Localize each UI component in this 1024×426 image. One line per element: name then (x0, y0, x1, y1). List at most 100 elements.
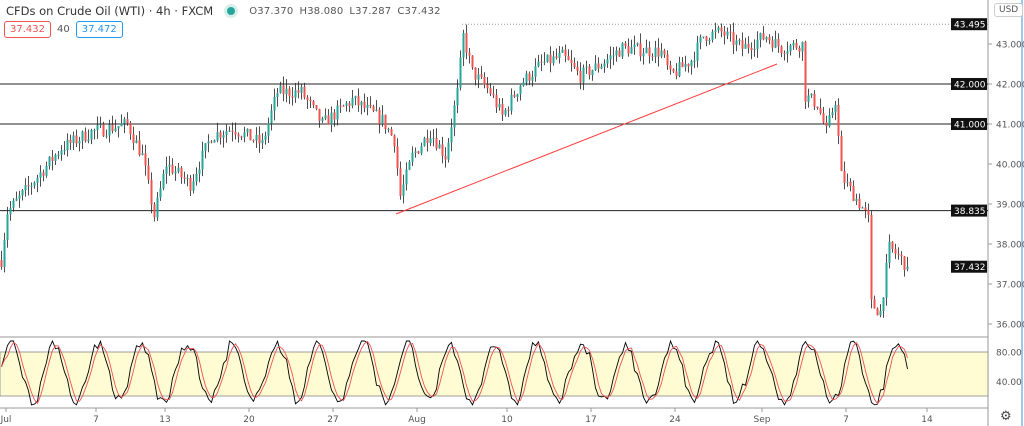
candle-body (858, 198, 861, 209)
candle-body (726, 31, 729, 36)
candle-body (87, 139, 90, 142)
time-axis-label: Sep (754, 415, 771, 425)
candle-body (795, 42, 798, 48)
currency-label[interactable]: USD (994, 3, 1024, 17)
candle-body (60, 150, 63, 155)
oscillator-tick-label: 40.00 (996, 378, 1022, 388)
candle-body (297, 90, 300, 93)
candle-body (867, 210, 870, 215)
candle-body (468, 52, 471, 56)
candle-body (258, 134, 261, 144)
ohlc-close: C37.432 (397, 5, 441, 17)
candle-body (108, 124, 111, 136)
candle-body (585, 66, 588, 68)
candle-body (714, 30, 717, 32)
candle-body (315, 105, 318, 109)
candle-body (813, 93, 816, 107)
candle-body (825, 122, 828, 127)
candle-body (879, 310, 882, 316)
candle-body (885, 262, 888, 298)
candle-body (612, 55, 615, 57)
candle-body (693, 60, 696, 62)
candle-body (327, 115, 330, 125)
candle-body (669, 65, 672, 70)
candle-body (633, 44, 636, 48)
candle-body (489, 88, 492, 94)
symbol-title[interactable]: CFDs on Crude Oil (WTI) · 4h · FXCM (6, 4, 214, 18)
candle-body (681, 62, 684, 68)
candle-body (852, 185, 855, 202)
candle-body (105, 135, 108, 137)
candle-body (639, 43, 642, 57)
market-open-dot-icon (227, 7, 236, 15)
candle-body (351, 98, 354, 106)
candle-body (855, 198, 858, 202)
candle-body (492, 93, 495, 96)
candle-body (561, 49, 564, 53)
candle-body (261, 139, 264, 144)
candle-body (330, 112, 333, 125)
candle-body (654, 47, 657, 57)
candle-body (153, 204, 156, 218)
candle-body (576, 66, 579, 71)
candle-body (486, 84, 489, 89)
settings-gear-icon[interactable]: ⚙ (1000, 409, 1012, 424)
candle-body (660, 50, 663, 57)
candle-body (159, 188, 162, 198)
candle-body (306, 97, 309, 100)
candle-body (18, 195, 21, 199)
candle-body (684, 63, 687, 68)
candle-body (474, 67, 477, 80)
candle-body (411, 152, 414, 162)
candle-body (96, 125, 99, 131)
candle-body (621, 43, 624, 57)
candle-body (15, 198, 18, 201)
candle-body (243, 132, 246, 138)
time-axis-label: 24 (669, 415, 681, 425)
candle-body (228, 130, 231, 132)
candle-body (891, 241, 894, 249)
buy-button[interactable]: 37.472 (75, 21, 123, 38)
candle-body (432, 138, 435, 140)
candle-body (678, 62, 681, 76)
candle-body (843, 171, 846, 183)
candle-body (45, 165, 48, 176)
price-tick-label: 43.000 (996, 41, 1024, 51)
candle-body (447, 142, 450, 160)
candle-body (510, 94, 513, 111)
candle-body (366, 104, 369, 108)
candle-body (66, 139, 69, 151)
candle-body (762, 33, 765, 40)
candle-body (564, 49, 567, 57)
candle-body (756, 39, 759, 49)
candle-body (426, 138, 429, 143)
candle-body (819, 108, 822, 114)
candle-body (231, 130, 234, 132)
candle-body (618, 50, 621, 57)
candle-body (78, 140, 81, 144)
candle-body (51, 156, 54, 161)
candle-body (546, 54, 549, 62)
candle-body (240, 136, 243, 138)
candle-body (69, 139, 72, 143)
candle-body (558, 52, 561, 58)
candle-body (810, 93, 813, 96)
time-axis-label: Jul (0, 415, 11, 425)
candle-body (408, 161, 411, 170)
candle-body (516, 94, 519, 97)
candle-body (453, 105, 456, 128)
sell-button[interactable]: 37.432 (4, 21, 51, 38)
candle-body (441, 144, 444, 156)
candle-body (549, 54, 552, 64)
candle-body (759, 33, 762, 40)
candle-body (627, 45, 630, 54)
candle-body (840, 136, 843, 172)
candle-body (132, 134, 135, 144)
candle-body (783, 53, 786, 55)
candle-body (888, 241, 891, 263)
candle-body (273, 97, 276, 111)
price-level-tag (951, 204, 987, 217)
candle-body (774, 38, 777, 48)
candle-body (294, 90, 297, 98)
